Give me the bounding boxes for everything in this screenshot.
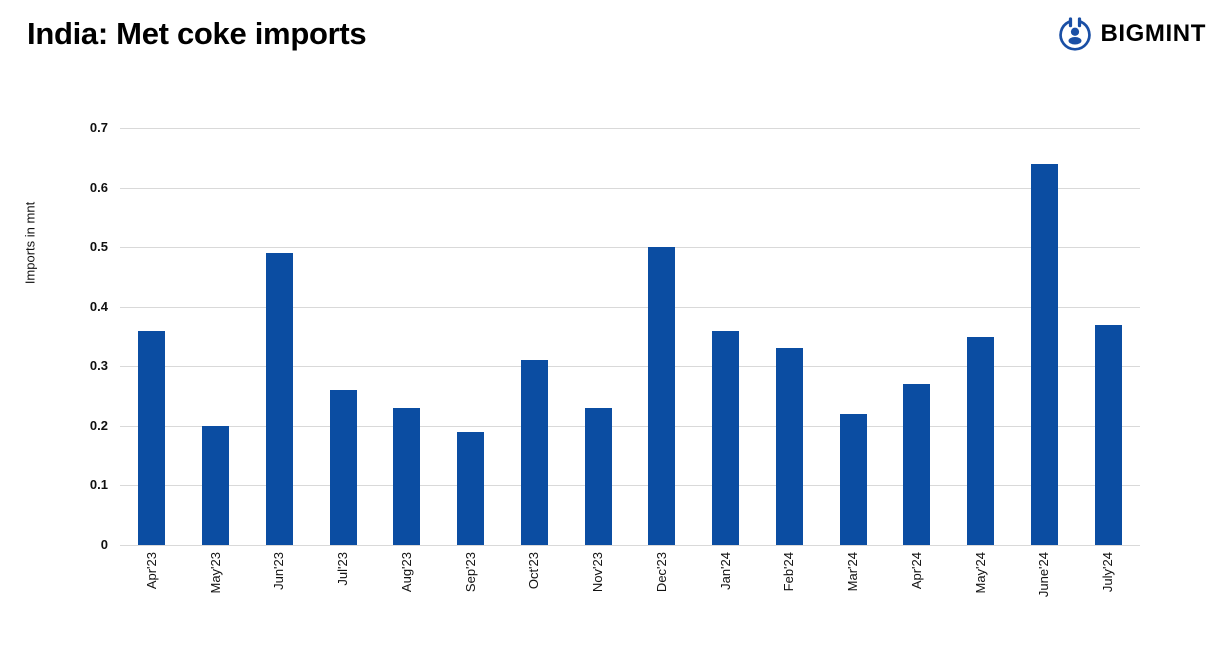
bar-June'24 <box>1030 163 1058 545</box>
bar-Feb'24 <box>775 348 803 545</box>
bar-Jan'24 <box>712 330 740 545</box>
y-tick-label: 0.6 <box>89 179 108 195</box>
gridline <box>120 485 1140 487</box>
bar-Sep'23 <box>457 431 485 545</box>
x-tick-label: July'24 <box>1100 552 1116 593</box>
gridline <box>120 366 1140 368</box>
x-tick-label: Aug'23 <box>398 552 414 593</box>
y-axis-title: Imports in mnt <box>22 201 38 285</box>
y-tick-label: 0.7 <box>89 120 108 135</box>
bar-Apr'23 <box>138 330 166 545</box>
bar-Mar'24 <box>839 413 867 545</box>
bar-Nov'23 <box>584 408 612 545</box>
x-tick-label: Oct'23 <box>526 552 542 590</box>
bar-Dec'23 <box>648 247 676 545</box>
bar-Apr'24 <box>903 384 931 545</box>
plot-area: 0 0.1 0.2 0.3 0.4 0.5 0.6 0.7 Apr'23 May'23 Jun'23… <box>90 120 1140 597</box>
y-tick-label: 0.1 <box>89 477 108 493</box>
brand-name: BIGMINT <box>1100 20 1206 47</box>
bar-May'24 <box>967 336 995 545</box>
x-tick-label: Apr'23 <box>143 552 159 590</box>
gridline <box>120 187 1140 189</box>
gridline <box>120 128 1140 129</box>
x-tick-label: Apr'24 <box>908 552 924 590</box>
x-tick-label: Jun'23 <box>271 552 287 590</box>
y-tick-label: 0.3 <box>89 358 108 374</box>
x-tick-label: May'23 <box>207 552 223 594</box>
page-title: India: Met coke imports <box>27 16 367 51</box>
y-tick-label: 0.2 <box>89 417 108 433</box>
x-tick-label: Mar'24 <box>845 552 861 592</box>
y-tick-label: 0.4 <box>89 298 108 314</box>
bar-Jul'23 <box>329 390 357 545</box>
y-tick-label: 0.5 <box>89 239 108 255</box>
bar-July'24 <box>1094 324 1122 545</box>
x-tick-label: Jan'24 <box>717 552 733 590</box>
x-tick-label: June'24 <box>1036 552 1052 598</box>
x-tick-label: Dec'23 <box>653 552 669 593</box>
brand-logo: BIGMINT <box>1057 16 1206 52</box>
x-tick-label: Feb'24 <box>781 552 797 592</box>
bar-Oct'23 <box>520 360 548 545</box>
gridline <box>120 306 1140 308</box>
x-tick-label: May'24 <box>972 552 988 594</box>
gridline <box>120 247 1140 249</box>
x-tick-label: Nov'23 <box>590 552 606 593</box>
gridline <box>120 425 1140 427</box>
bar-Aug'23 <box>393 408 421 545</box>
bar-May'23 <box>202 425 230 545</box>
bar-Jun'23 <box>265 253 293 545</box>
x-tick-label: Jul'23 <box>335 552 351 586</box>
y-tick-label: 0 <box>100 537 108 552</box>
x-tick-label: Sep'23 <box>462 552 478 593</box>
gridline <box>120 545 1140 546</box>
bigmint-icon <box>1059 17 1092 51</box>
